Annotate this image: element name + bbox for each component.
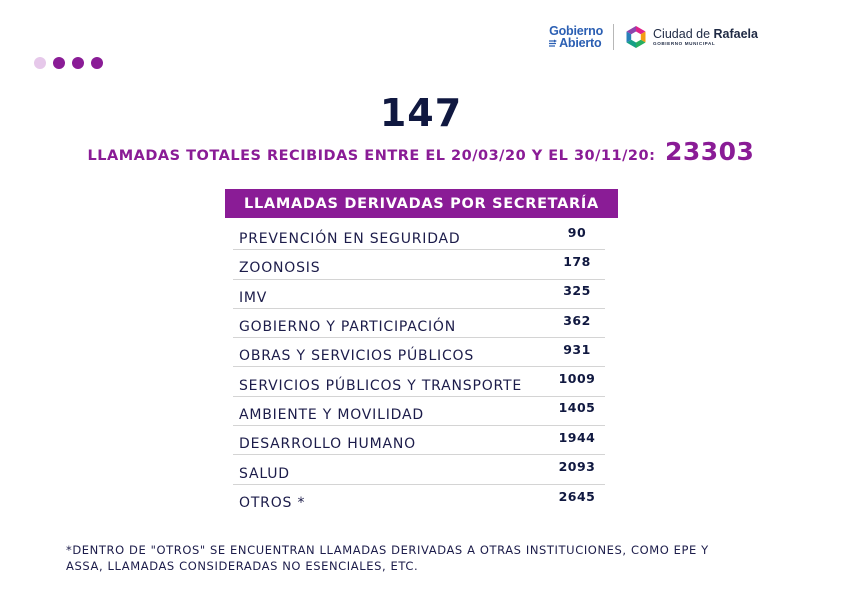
gobierno-abierto-logo: Gobierno Abierto (549, 25, 603, 49)
footnote: *DENTRO DE "OTROS" SE ENCUENTRAN LLAMADA… (66, 542, 766, 574)
table-row: PREVENCIÓN EN SEGURIDAD 90 (233, 221, 605, 251)
big-number: 147 (379, 91, 463, 135)
table-row: AMBIENTE Y MOVILIDAD 1405 (233, 397, 605, 427)
row-name: PREVENCIÓN EN SEGURIDAD (239, 231, 461, 248)
ciudad-rafaela-logo: Ciudad de Rafaela GOBIERNO MUNICIPAL (624, 25, 758, 49)
dot-icon (91, 57, 103, 69)
secretaria-table: PREVENCIÓN EN SEGURIDAD 90 ZOONOSIS 178 IM… (233, 221, 605, 514)
table-row: ZOONOSIS 178 (233, 250, 605, 280)
row-name: SALUD (239, 465, 290, 482)
table-row: OBRAS Y SERVICIOS PÚBLICOS 931 (233, 338, 605, 368)
gobierno-abierto-line2: Abierto (559, 36, 602, 50)
row-value: 325 (563, 283, 591, 299)
dot-icon (53, 57, 65, 69)
table-row: SERVICIOS PÚBLICOS Y TRANSPORTE 1009 (233, 367, 605, 397)
row-name: GOBIERNO Y PARTICIPACIÓN (239, 319, 457, 336)
row-value: 2645 (558, 488, 596, 504)
row-value: 1944 (558, 429, 596, 445)
table-row: GOBIERNO Y PARTICIPACIÓN 362 (233, 309, 605, 339)
row-name: OTROS * (239, 495, 306, 512)
ciudad-prefix: Ciudad de (653, 27, 711, 41)
table-row: DESARROLLO HUMANO 1944 (233, 426, 605, 456)
total-calls-line: LLAMADAS TOTALES RECIBIDAS ENTRE EL 20/0… (0, 137, 842, 166)
dot-icon (72, 57, 84, 69)
row-value: 90 (567, 224, 587, 240)
total-calls-value: 23303 (664, 137, 755, 166)
table-header: LLAMADAS DERIVADAS POR SECRETARÍA (225, 189, 618, 218)
row-name: DESARROLLO HUMANO (239, 436, 416, 453)
decorative-dots (34, 57, 103, 69)
ciudad-subtitle: GOBIERNO MUNICIPAL (653, 41, 716, 46)
ciudad-name: Rafaela (713, 27, 758, 41)
row-name: IMV (239, 289, 268, 306)
table-row: SALUD 2093 (233, 455, 605, 485)
footnote-line-1: *DENTRO DE "OTROS" SE ENCUENTRAN LLAMADA… (66, 543, 709, 557)
row-value: 931 (563, 341, 591, 357)
row-value: 362 (563, 312, 591, 328)
logo-divider (613, 24, 615, 50)
table-row: IMV 325 (233, 280, 605, 309)
row-value: 1405 (558, 400, 596, 416)
row-value: 1009 (558, 371, 596, 387)
row-name: OBRAS Y SERVICIOS PÚBLICOS (239, 348, 475, 365)
footnote-line-2: ASSA, LLAMADAS CONSIDERADAS NO ESENCIALE… (66, 559, 419, 573)
row-value: 178 (563, 253, 591, 269)
total-calls-label: LLAMADAS TOTALES RECIBIDAS ENTRE EL 20/0… (87, 148, 656, 164)
rafaela-hexagon-icon (626, 26, 646, 48)
arrow-stack-icon (549, 39, 558, 47)
table-row: OTROS * 2645 (233, 485, 605, 514)
row-name: AMBIENTE Y MOVILIDAD (239, 406, 424, 423)
gobierno-abierto-line1: Gobierno (549, 24, 604, 38)
dot-icon (34, 57, 46, 69)
row-name: ZOONOSIS (239, 260, 321, 277)
row-value: 2093 (558, 459, 596, 475)
row-name: SERVICIOS PÚBLICOS Y TRANSPORTE (239, 377, 523, 394)
header-logos: Gobierno Abierto Ciudad de Rafaela GOBIE… (549, 24, 758, 50)
